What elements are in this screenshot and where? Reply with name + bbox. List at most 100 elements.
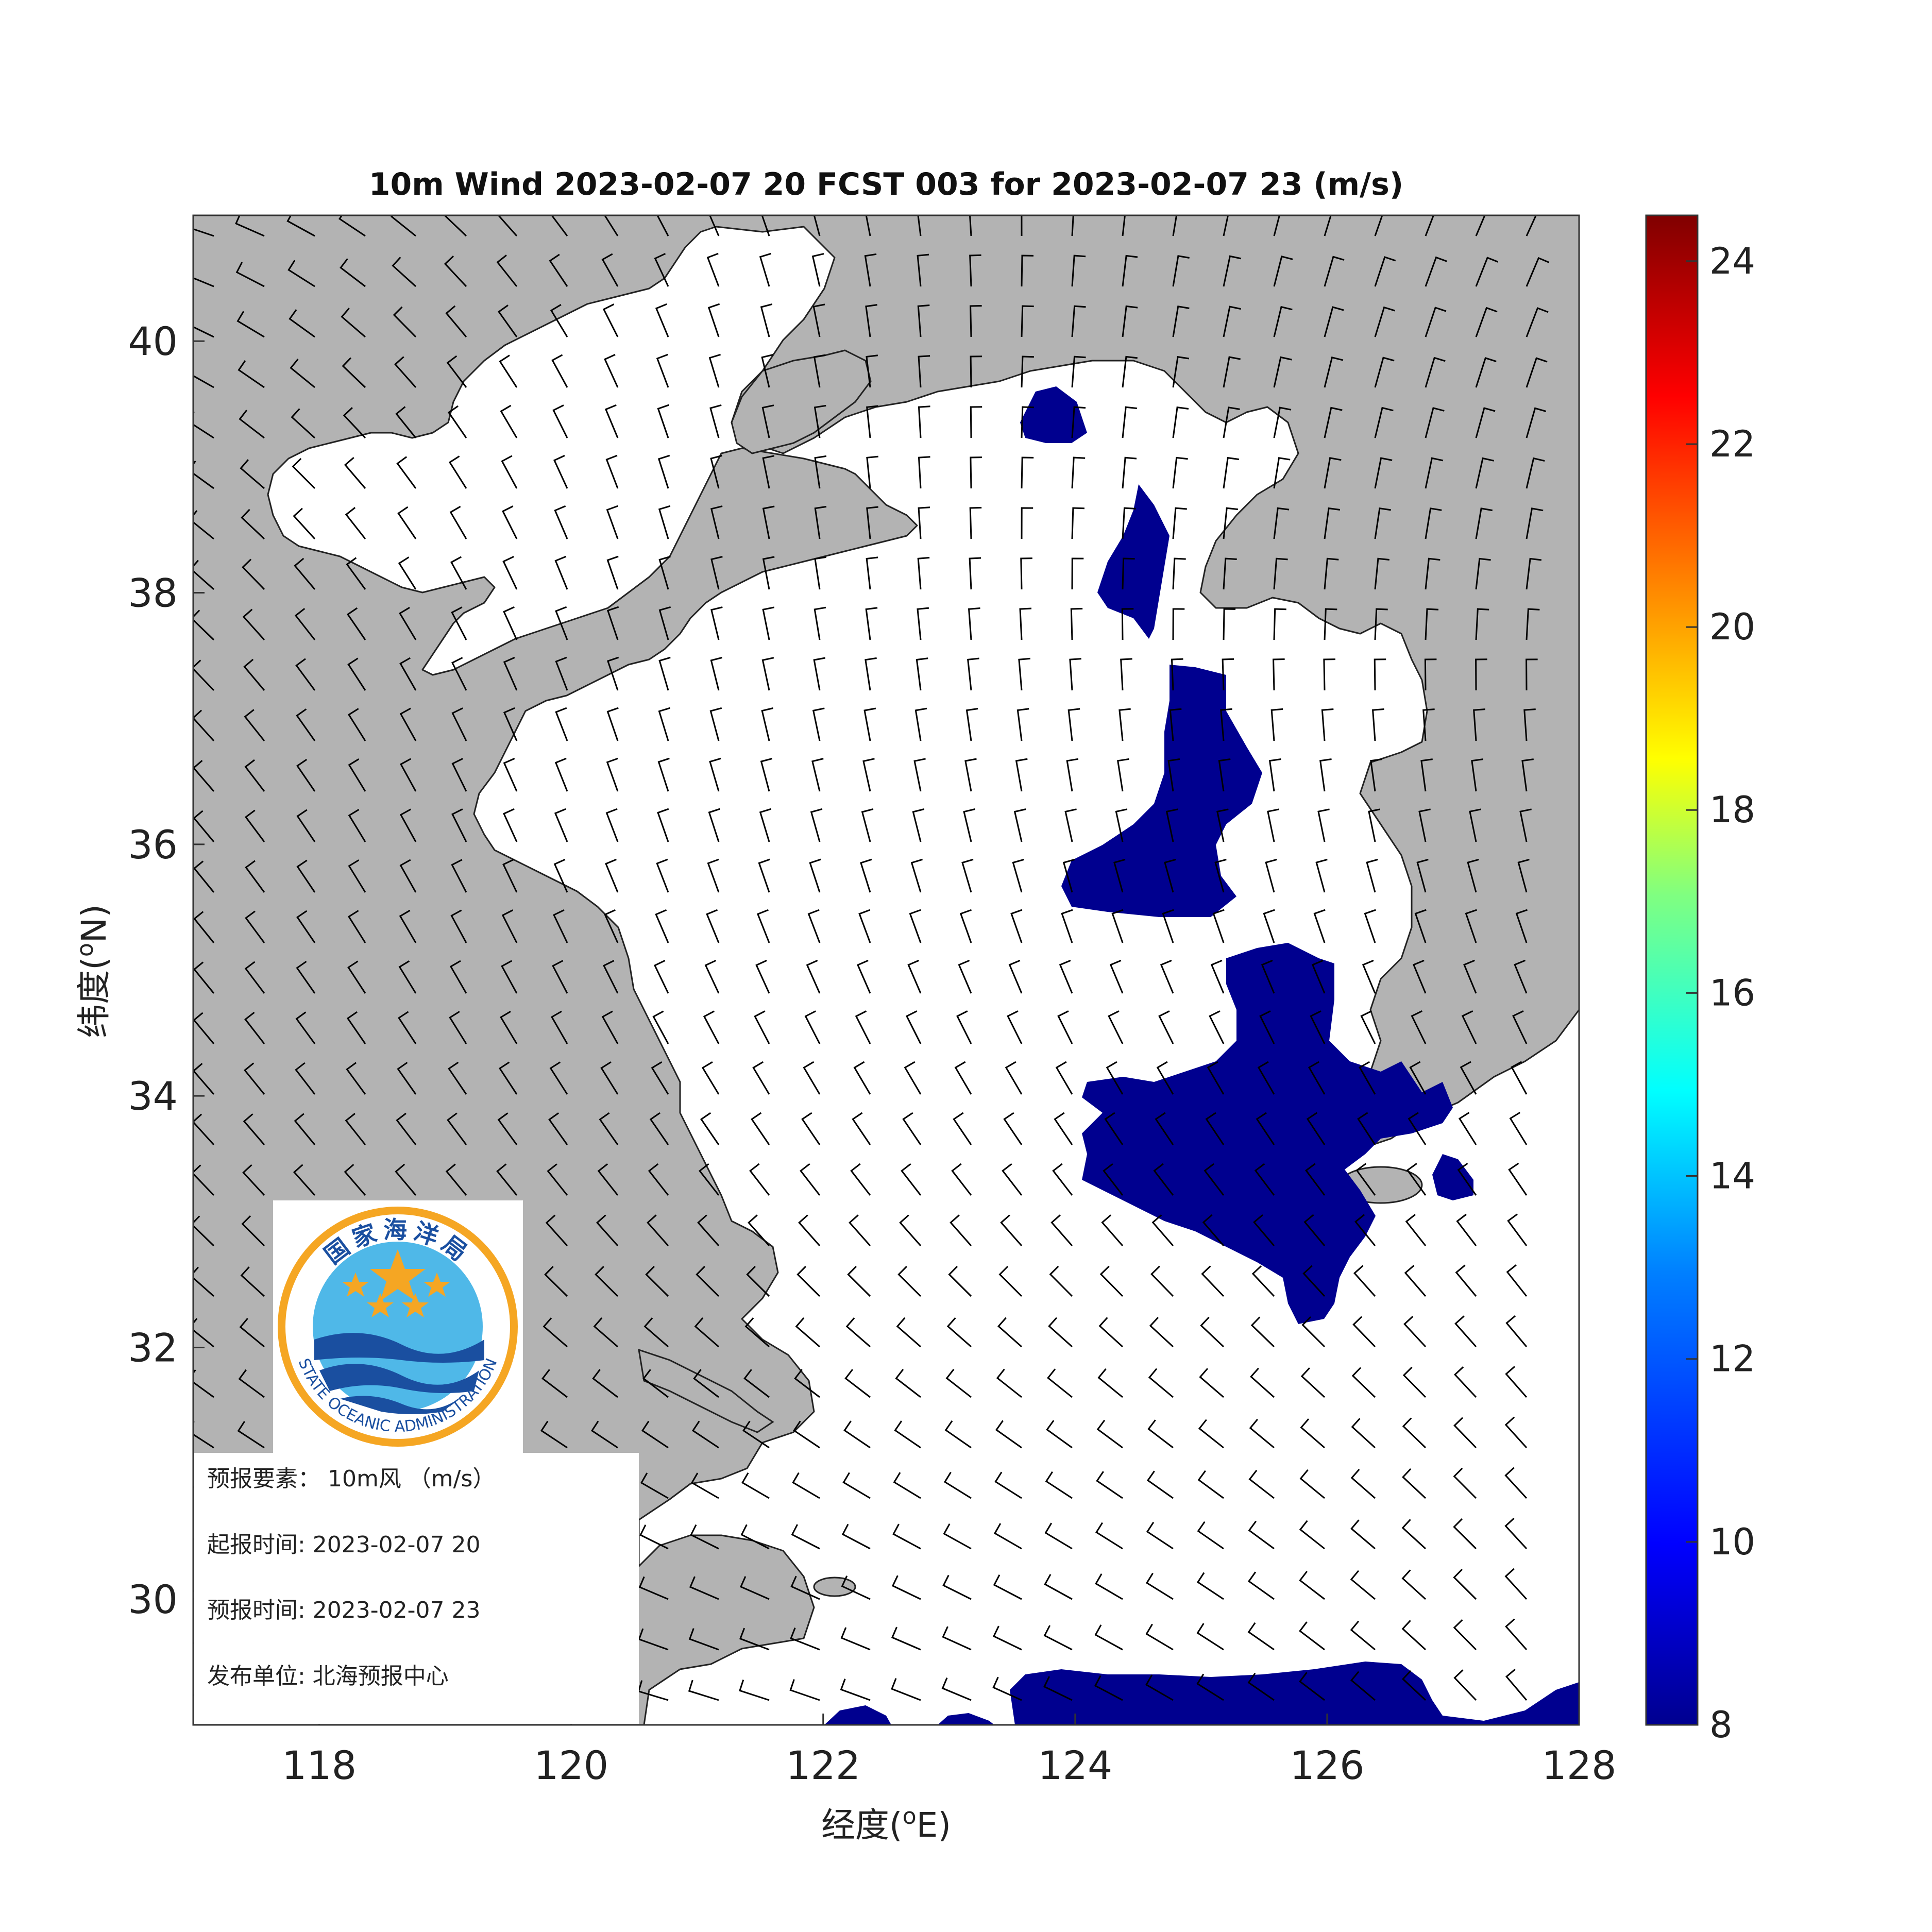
wind-barb [1324,406,1343,438]
wind-barb [1013,808,1026,842]
wind-barb [1273,557,1288,590]
wind-barb [943,1471,972,1499]
wind-barb [193,659,215,691]
wind-barb [694,1317,719,1348]
wind-barb [193,1318,214,1348]
wind-barb [545,1214,568,1247]
wind-barb [548,1112,568,1145]
wind-barb [812,303,825,337]
island-2 [813,1577,856,1597]
x-tick-label: 122 [786,1742,860,1788]
wind-barb [1324,608,1337,640]
wind-barb [399,909,417,943]
wind-barb [1467,858,1479,893]
wind-barb [1526,257,1550,287]
wind-barb [1265,858,1277,893]
wind-barb [1044,1522,1073,1550]
wind-barb [761,404,774,438]
wind-barb [740,1576,770,1600]
wind-barb [760,303,773,337]
wind-barb [1370,758,1382,792]
wind-barb [1402,1366,1427,1398]
y-tick-label: 40 [128,318,178,364]
wind-barb [959,909,972,943]
wind-barb [1526,215,1537,236]
wind-barb [193,1113,215,1146]
wind-barb [961,858,974,893]
wind-barb [1475,457,1494,489]
wind-barb [1374,406,1394,438]
wind-barb [1147,1419,1174,1449]
wind-barb [451,758,467,792]
wind-barb [969,557,981,590]
wind-barb [1351,1418,1376,1449]
wind-barb [1261,959,1275,994]
wind-barb [1016,708,1029,741]
wind-barb [398,1011,417,1044]
wind-barb [1374,215,1383,236]
wind-barb [1350,1671,1376,1701]
wind-barb [917,607,929,640]
wind-barb [795,1317,820,1348]
wind-barb [346,557,366,590]
wind-barb [1268,758,1281,792]
wind-barb [1196,1673,1224,1701]
wind-barb [500,404,518,438]
wind-barb [193,1215,215,1247]
wind-barb [1523,708,1536,741]
wind-barb [944,1420,972,1449]
wind-barb [296,910,316,943]
wind-barb [451,707,467,741]
wind-barb [814,404,826,438]
wind-barb [1475,557,1491,590]
wind-barb [604,404,619,438]
x-tick-label: 118 [282,1742,357,1788]
wind-barb [448,455,467,489]
wind-barb [1506,1264,1528,1297]
wind-barb [1008,959,1023,994]
y-tick-label: 30 [128,1577,178,1622]
wind-barb [1251,1265,1275,1297]
wind-barb [1104,1112,1124,1145]
wind-barb [1515,909,1528,943]
wind-barb [1121,608,1134,640]
sea-area [267,226,1579,1725]
colorbar-ticks: 24 22 20 18 16 14 12 10 8 [1686,240,1755,1746]
wind-barb [1313,909,1326,943]
wind-barb [296,859,316,893]
wind-barb [1374,658,1386,691]
wind-barb [399,606,417,640]
wind-barb [1526,307,1549,337]
wind-barb [761,657,774,691]
wind-barb [909,909,922,943]
wind-barb [1248,1571,1275,1600]
wind-barb [842,1472,871,1499]
chart-title: 10m Wind 2023-02-07 20 FCST 003 for 2023… [369,166,1403,202]
wind-barb [1047,1368,1073,1398]
wind-barb [1366,858,1378,893]
wind-barb [553,454,568,489]
wind-barb [1350,1620,1376,1651]
wind-barb [1359,1061,1376,1095]
wind-barb [970,355,982,388]
wind-barb [693,1369,719,1398]
wind-barb [1273,507,1290,539]
wind-barb [1122,355,1138,388]
wind-barb [1526,357,1548,388]
info-valid-time: 预报时间: 2023-02-07 23 [207,1597,481,1623]
wind-barb [242,1164,265,1196]
y-tick-label: 38 [128,570,178,616]
wind-region-south-small-1 [824,1705,891,1725]
wind-barb [899,1214,922,1246]
wind-barb [1300,1418,1325,1449]
wind-barb [866,455,878,489]
wind-barb [761,215,770,236]
wind-barb [858,909,871,943]
wind-barb [1408,1112,1427,1145]
wind-barb [1097,1368,1123,1398]
wind-barb [1096,1471,1123,1499]
wind-barb [1156,1061,1174,1095]
wind-barb [244,1011,265,1044]
wind-barb [394,356,417,388]
